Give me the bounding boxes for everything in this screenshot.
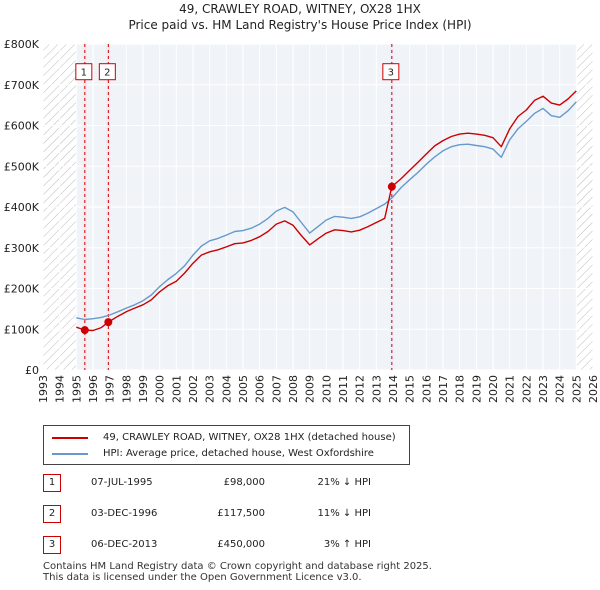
- sale-label-text: 1: [81, 68, 87, 79]
- x-tick-label: 2025: [570, 375, 583, 403]
- sale-number-badge: 1: [43, 474, 61, 492]
- y-tick-label: £400K: [4, 201, 40, 214]
- series-group: [76, 90, 577, 332]
- x-tick-label: 2008: [287, 375, 300, 403]
- sale-number-badge: 3: [43, 536, 61, 554]
- sale-hpi-diff: 11% ↓ HPI: [317, 508, 371, 519]
- sale-point: [80, 326, 89, 335]
- sale-date: 06-DEC-2013: [91, 539, 158, 550]
- sale-label-text: 2: [104, 68, 110, 79]
- x-tick-label: 2021: [504, 375, 517, 403]
- sale-hpi-diff: 3% ↑ HPI: [323, 539, 371, 550]
- x-tick-label: 1994: [54, 375, 67, 403]
- x-tick-label: 2013: [370, 375, 383, 403]
- sale-row-1: 1 07-JUL-1995 £98,000 21% ↓ HPI: [43, 474, 423, 492]
- sale-row-3: 3 06-DEC-2013 £450,000 3% ↑ HPI: [43, 536, 423, 554]
- x-tick-label: 2012: [354, 375, 367, 403]
- x-tick-label: 1997: [104, 375, 117, 403]
- footer-attribution: Contains HM Land Registry data © Crown c…: [43, 561, 432, 583]
- x-tick-label: 2002: [187, 375, 200, 403]
- x-tick-label: 2022: [520, 375, 533, 403]
- x-tick-label: 2010: [320, 375, 333, 403]
- x-tick-label: 2015: [404, 375, 417, 403]
- legend-label-property: 49, CRAWLEY ROAD, WITNEY, OX28 1HX (deta…: [103, 432, 396, 443]
- x-tick-label: 2020: [487, 375, 500, 403]
- series-line-property: [76, 90, 577, 332]
- sale-label-box: [75, 63, 93, 81]
- x-tick-label: 2009: [304, 375, 317, 403]
- x-tick-label: 2003: [204, 375, 217, 403]
- chart-title: 49, CRAWLEY ROAD, WITNEY, OX28 1HX: [179, 2, 421, 16]
- x-tick-label: 2016: [420, 375, 433, 403]
- y-tick-label: £600K: [4, 120, 40, 133]
- sale-price: £450,000: [217, 539, 265, 550]
- x-tick-label: 1999: [137, 375, 150, 403]
- sale-date: 03-DEC-1996: [91, 508, 158, 519]
- x-tick-label: 2023: [537, 375, 550, 403]
- x-tick-label: 2024: [554, 375, 567, 403]
- x-tick-label: 2018: [454, 375, 467, 403]
- footer-line-licence: This data is licensed under the Open Gov…: [43, 572, 362, 583]
- x-tick-label: 1995: [70, 375, 83, 403]
- x-tick-label: 2005: [237, 375, 250, 403]
- x-tick-label: 2026: [587, 375, 600, 403]
- sale-date: 07-JUL-1995: [91, 477, 153, 488]
- sale-price: £98,000: [223, 477, 265, 488]
- y-tick-label: £800K: [4, 38, 40, 51]
- y-tick-label: £100K: [4, 323, 40, 336]
- x-tick-label: 1998: [120, 375, 133, 403]
- legend-swatch-hpi: [52, 452, 88, 455]
- x-tick-label: 2011: [337, 375, 350, 403]
- y-tick-label: £500K: [4, 160, 40, 173]
- x-tick-label: 1996: [87, 375, 100, 403]
- legend: 49, CRAWLEY ROAD, WITNEY, OX28 1HX (deta…: [43, 425, 410, 465]
- legend-swatch-property: [52, 436, 88, 439]
- sale-point: [387, 182, 396, 191]
- legend-item-property: 49, CRAWLEY ROAD, WITNEY, OX28 1HX (deta…: [52, 432, 396, 443]
- x-tick-label: 2006: [254, 375, 267, 403]
- x-tick-label: 2007: [270, 375, 283, 403]
- legend-item-hpi: HPI: Average price, detached house, West…: [52, 448, 374, 459]
- x-tick-label: 2014: [387, 375, 400, 403]
- legend-label-hpi: HPI: Average price, detached house, West…: [103, 448, 374, 459]
- y-tick-label: £0: [25, 364, 39, 377]
- x-tick-label: 2017: [437, 375, 450, 403]
- footer-line-copyright: Contains HM Land Registry data © Crown c…: [43, 561, 432, 572]
- sale-number-badge: 2: [43, 505, 61, 523]
- sale-row-2: 2 03-DEC-1996 £117,500 11% ↓ HPI: [43, 505, 423, 523]
- x-tick-label: 2019: [470, 375, 483, 403]
- y-tick-label: £300K: [4, 242, 40, 255]
- y-tick-label: £200K: [4, 283, 40, 296]
- series-line-hpi: [76, 101, 577, 321]
- x-tick-label: 2001: [170, 375, 183, 403]
- x-tick-label: 2000: [154, 375, 167, 403]
- price-chart: 49, CRAWLEY ROAD, WITNEY, OX28 1HX Price…: [4, 2, 600, 403]
- sale-price: £117,500: [217, 508, 265, 519]
- sale-label-text: 3: [388, 68, 394, 79]
- chart-subtitle: Price paid vs. HM Land Registry's House …: [128, 18, 471, 32]
- x-tick-label: 2004: [220, 375, 233, 403]
- sale-label-box: [98, 63, 116, 81]
- sale-hpi-diff: 21% ↓ HPI: [317, 477, 371, 488]
- x-tick-label: 1993: [37, 375, 50, 403]
- sale-label-box: [382, 63, 400, 81]
- sale-point: [104, 318, 113, 327]
- y-tick-label: £700K: [4, 79, 40, 92]
